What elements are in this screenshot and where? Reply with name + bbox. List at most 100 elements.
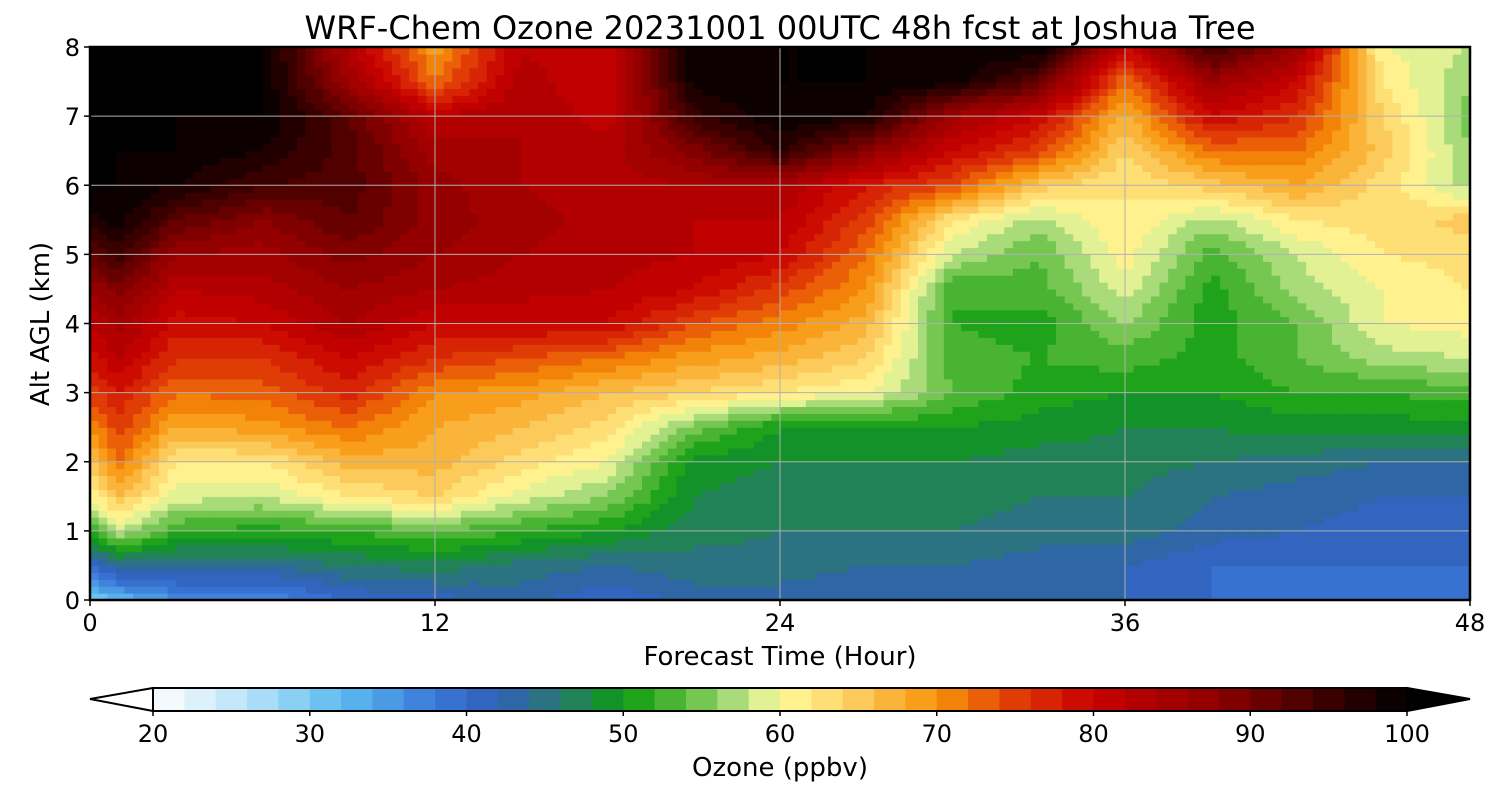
heatmap-cell [1426, 530, 1437, 539]
heatmap-cell [995, 406, 1005, 414]
heatmap-cell [460, 461, 471, 470]
heatmap-cell [1306, 482, 1316, 490]
heatmap-cell [374, 392, 384, 401]
heatmap-cell [1150, 530, 1161, 539]
heatmap-cell [883, 593, 893, 601]
heatmap-cell [1401, 447, 1411, 456]
heatmap-cell [935, 517, 945, 525]
heatmap-cell [314, 544, 324, 553]
heatmap-cell [1219, 572, 1230, 580]
heatmap-cell [702, 503, 712, 511]
heatmap-cell [650, 454, 660, 463]
heatmap-cell [314, 558, 324, 567]
heatmap-cell [961, 468, 971, 477]
heatmap-cell [1228, 593, 1238, 601]
heatmap-cell [1254, 468, 1264, 477]
heatmap-cell [762, 586, 772, 594]
heatmap-cell [90, 454, 100, 463]
heatmap-cell [1383, 551, 1393, 560]
heatmap-cell [245, 579, 255, 587]
heatmap-cell [357, 399, 367, 408]
heatmap-cell [115, 434, 126, 442]
heatmap-cell [460, 454, 471, 463]
heatmap-cell [573, 427, 583, 435]
heatmap-cell [598, 434, 609, 442]
heatmap-cell [1323, 413, 1333, 421]
heatmap-cell [1366, 565, 1376, 573]
heatmap-cell [711, 523, 721, 532]
heatmap-cell [443, 572, 453, 580]
heatmap-cell [469, 475, 479, 484]
heatmap-cell [469, 572, 479, 580]
heatmap-cell [754, 489, 764, 497]
heatmap-cell [883, 523, 893, 532]
heatmap-cell [1073, 537, 1083, 546]
heatmap-cell [866, 482, 876, 490]
heatmap-cell [633, 461, 643, 470]
heatmap-cell [1116, 503, 1126, 511]
heatmap-cell [184, 496, 195, 504]
heatmap-cell [1392, 447, 1402, 456]
heatmap-cell [693, 551, 703, 560]
heatmap-cell [210, 558, 220, 567]
heatmap-cell [1012, 579, 1023, 587]
heatmap-cell [1168, 551, 1178, 560]
heatmap-cell [1297, 489, 1307, 497]
heatmap-cell [504, 385, 514, 394]
heatmap-cell [1280, 523, 1290, 532]
heatmap-cell [159, 523, 169, 532]
heatmap-cell [788, 406, 798, 414]
heatmap-cell [788, 510, 798, 518]
heatmap-cell [857, 530, 867, 539]
heatmap-cell [452, 385, 462, 394]
heatmap-cell [504, 447, 514, 456]
heatmap-cell [1056, 572, 1066, 580]
heatmap-cell [236, 447, 246, 456]
heatmap-cell [693, 586, 703, 594]
heatmap-cell [184, 447, 195, 456]
heatmap-cell [736, 413, 747, 421]
heatmap-cell [124, 523, 134, 532]
heatmap-cell [1073, 413, 1083, 421]
heatmap-cell [1073, 523, 1083, 532]
heatmap-cell [564, 593, 574, 601]
heatmap-cell [1409, 510, 1419, 518]
heatmap-cell [538, 510, 548, 518]
heatmap-cell [926, 489, 936, 497]
heatmap-cell [797, 441, 807, 449]
heatmap-cell [607, 572, 617, 580]
heatmap-cell [504, 413, 514, 421]
heatmap-cell [262, 523, 272, 532]
heatmap-cell [771, 482, 781, 490]
heatmap-cell [305, 579, 315, 587]
heatmap-cell [1142, 530, 1152, 539]
heatmap-cell [176, 503, 186, 511]
heatmap-cell [107, 468, 117, 477]
heatmap-cell [271, 399, 281, 408]
heatmap-cell [1357, 510, 1368, 518]
heatmap-cell [987, 565, 997, 573]
heatmap-cell [961, 503, 971, 511]
heatmap-cell [374, 413, 384, 421]
heatmap-cell [504, 503, 514, 511]
heatmap-cell [1332, 489, 1342, 497]
heatmap-cell [900, 441, 910, 449]
heatmap-cell [383, 530, 393, 539]
heatmap-cell [1314, 399, 1324, 408]
heatmap-cell [995, 558, 1005, 567]
heatmap-cell [504, 489, 514, 497]
heatmap-cell [805, 496, 816, 504]
heatmap-cell [1418, 586, 1428, 594]
heatmap-cell [417, 413, 427, 421]
heatmap-cell [150, 579, 160, 587]
heatmap-cell [650, 572, 660, 580]
heatmap-cell [969, 427, 979, 435]
heatmap-cell [417, 475, 427, 484]
heatmap-cell [918, 489, 928, 497]
heatmap-cell [133, 427, 143, 435]
heatmap-cell [1375, 468, 1385, 477]
heatmap-cell [1426, 461, 1437, 470]
heatmap-cell [823, 461, 833, 470]
heatmap-cell [771, 441, 781, 449]
heatmap-cell [1426, 537, 1437, 546]
